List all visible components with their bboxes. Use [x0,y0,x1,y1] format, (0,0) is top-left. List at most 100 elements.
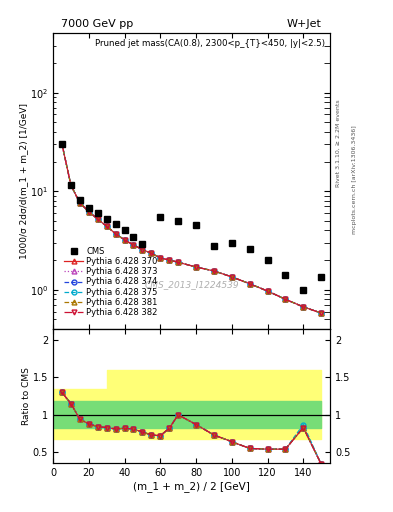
Pythia 6.428 382 [176,259,180,265]
Pythia 6.428 373 [149,250,154,256]
Pythia 6.428 375 [211,268,216,274]
Pythia 6.428 381 [265,288,270,294]
Pythia 6.428 373 [194,264,198,270]
Pythia 6.428 382 [77,200,82,206]
CMS [68,182,73,188]
Pythia 6.428 370 [68,182,73,188]
Pythia 6.428 374 [131,242,136,248]
Pythia 6.428 374 [149,250,154,256]
Pythia 6.428 375 [95,216,100,222]
Pythia 6.428 381 [60,141,64,147]
CMS [140,241,145,247]
Pythia 6.428 374 [113,231,118,237]
Pythia 6.428 375 [265,288,270,294]
Line: Pythia 6.428 373: Pythia 6.428 373 [60,142,323,315]
CMS [230,240,234,246]
Pythia 6.428 374 [68,182,73,188]
Text: mcplots.cern.ch [arXiv:1306.3436]: mcplots.cern.ch [arXiv:1306.3436] [352,125,357,233]
Pythia 6.428 374 [176,259,180,265]
Pythia 6.428 381 [131,242,136,248]
CMS [77,197,82,203]
Pythia 6.428 375 [230,274,234,280]
Pythia 6.428 370 [60,141,64,147]
Pythia 6.428 381 [122,237,127,243]
Pythia 6.428 375 [60,141,64,147]
Pythia 6.428 370 [104,223,109,229]
Pythia 6.428 382 [283,296,288,303]
Pythia 6.428 375 [104,223,109,229]
Pythia 6.428 375 [158,255,163,261]
CMS [301,287,306,293]
Pythia 6.428 381 [113,231,118,237]
Pythia 6.428 381 [247,281,252,287]
CMS [104,216,109,222]
Pythia 6.428 382 [247,281,252,287]
Pythia 6.428 382 [113,231,118,237]
Line: Pythia 6.428 382: Pythia 6.428 382 [60,142,323,315]
Pythia 6.428 381 [176,259,180,265]
Pythia 6.428 381 [95,216,100,222]
Pythia 6.428 370 [140,247,145,253]
Pythia 6.428 375 [283,296,288,303]
Pythia 6.428 370 [167,257,172,263]
Pythia 6.428 382 [149,250,154,256]
Pythia 6.428 370 [319,310,323,316]
X-axis label: (m_1 + m_2) / 2 [GeV]: (m_1 + m_2) / 2 [GeV] [133,481,250,492]
Pythia 6.428 370 [131,242,136,248]
Pythia 6.428 381 [140,247,145,253]
Pythia 6.428 382 [104,223,109,229]
Pythia 6.428 381 [283,296,288,303]
Pythia 6.428 374 [211,268,216,274]
Pythia 6.428 373 [140,247,145,253]
CMS [283,272,288,279]
Pythia 6.428 374 [247,281,252,287]
Pythia 6.428 373 [230,274,234,280]
Pythia 6.428 373 [167,257,172,263]
Pythia 6.428 373 [265,288,270,294]
Pythia 6.428 373 [247,281,252,287]
Pythia 6.428 381 [104,223,109,229]
Pythia 6.428 382 [319,310,323,316]
Pythia 6.428 373 [301,304,306,310]
Pythia 6.428 374 [194,264,198,270]
Pythia 6.428 370 [211,268,216,274]
Pythia 6.428 373 [60,141,64,147]
Pythia 6.428 382 [122,237,127,243]
Pythia 6.428 381 [86,208,91,215]
CMS [319,274,323,280]
CMS [265,257,270,263]
Pythia 6.428 373 [104,223,109,229]
Pythia 6.428 374 [60,141,64,147]
Text: W+Jet: W+Jet [287,19,322,29]
Pythia 6.428 374 [158,255,163,261]
Text: 7000 GeV pp: 7000 GeV pp [61,19,134,29]
Pythia 6.428 381 [211,268,216,274]
Y-axis label: 1000/σ 2dσ/d(m_1 + m_2) [1/GeV]: 1000/σ 2dσ/d(m_1 + m_2) [1/GeV] [19,103,28,259]
Pythia 6.428 374 [140,247,145,253]
Pythia 6.428 375 [194,264,198,270]
Line: Pythia 6.428 374: Pythia 6.428 374 [60,142,323,315]
Pythia 6.428 381 [149,250,154,256]
Pythia 6.428 381 [68,182,73,188]
Pythia 6.428 381 [194,264,198,270]
Text: Rivet 3.1.10, ≥ 2.2M events: Rivet 3.1.10, ≥ 2.2M events [336,99,341,187]
Pythia 6.428 370 [176,259,180,265]
Pythia 6.428 375 [301,304,306,310]
Pythia 6.428 382 [230,274,234,280]
Pythia 6.428 374 [95,216,100,222]
Pythia 6.428 374 [122,237,127,243]
Pythia 6.428 370 [122,237,127,243]
Line: CMS: CMS [59,141,325,293]
CMS [176,218,180,224]
Pythia 6.428 373 [68,182,73,188]
Pythia 6.428 374 [104,223,109,229]
Line: Pythia 6.428 375: Pythia 6.428 375 [60,142,323,315]
Pythia 6.428 381 [167,257,172,263]
Pythia 6.428 374 [77,200,82,206]
Pythia 6.428 375 [86,208,91,215]
CMS [95,210,100,216]
Pythia 6.428 370 [95,216,100,222]
Pythia 6.428 382 [194,264,198,270]
Pythia 6.428 373 [283,296,288,303]
Pythia 6.428 370 [265,288,270,294]
